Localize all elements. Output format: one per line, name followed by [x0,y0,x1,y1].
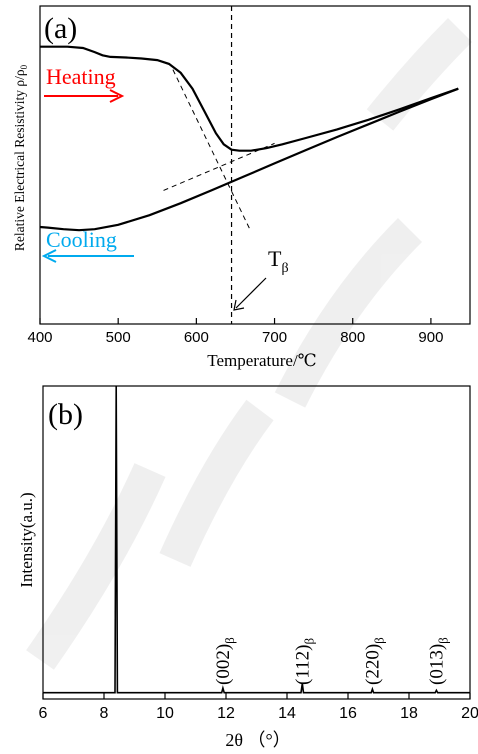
transition-arrow-icon [233,299,245,311]
heating-arrow-icon [109,89,125,103]
x-axis-label-a: Temperature/℃ [207,351,316,370]
plot-frame-b [42,385,471,700]
x-tick-label-b: 14 [278,705,296,722]
panel-label-a: (a) [44,12,77,45]
x-tick-label-b: 6 [39,705,48,722]
x-tick-label-b: 16 [339,705,357,722]
transition-label: Tβ [268,246,289,276]
peak-label: (002)β [213,637,237,685]
heating-curve [40,45,459,152]
x-tick-label-a: 600 [184,329,209,346]
x-tick-label-a: 400 [27,329,52,346]
x-tick-label-b: 12 [217,705,235,722]
heating-label: Heating [46,64,116,89]
resistivity-chart: 400 500 600 700 800 900 Heating Cooling Tβ (a… [12,5,471,370]
x-tick-label-b: 20 [461,705,478,722]
panel-label-b: (b) [48,398,83,431]
x-axis-ticks-a: 400 500 600 700 800 900 [27,318,443,346]
peak-label: (013)β [426,637,450,685]
peak-labels: (110)β(002)β(112)β(220)β(013)β [213,637,451,685]
x-tick-label-b: 10 [156,705,174,722]
x-tick-label-a: 700 [262,329,287,346]
tangent-line-1 [172,69,250,229]
y-axis-label-b: Intensity(a.u.) [17,492,36,587]
x-axis-label-b: 2θ （°） [225,730,290,750]
cooling-label: Cooling [46,227,117,252]
x-tick-label-a: 800 [340,329,365,346]
peak-label: (112)β [292,638,316,685]
x-tick-label-a: 500 [106,329,131,346]
y-axis-label-a: Relative Electrical Resistivity ρ/ρ0 [12,64,29,251]
tangent-line-2 [163,142,275,191]
x-tick-label-a: 900 [418,329,443,346]
transition-arrow-shaft [235,277,267,309]
cooling-curve [39,87,459,232]
x-tick-label-b: 18 [400,705,418,722]
cooling-arrow-icon [41,249,57,263]
x-tick-label-b: 8 [100,705,109,722]
tangent-lines [163,69,275,229]
peak-label: (220)β [362,637,386,685]
x-axis-ticks-b: 6 8 10 12 14 16 18 20 [39,693,478,722]
plot-frame-a [39,5,471,325]
xrd-pattern [43,385,470,694]
